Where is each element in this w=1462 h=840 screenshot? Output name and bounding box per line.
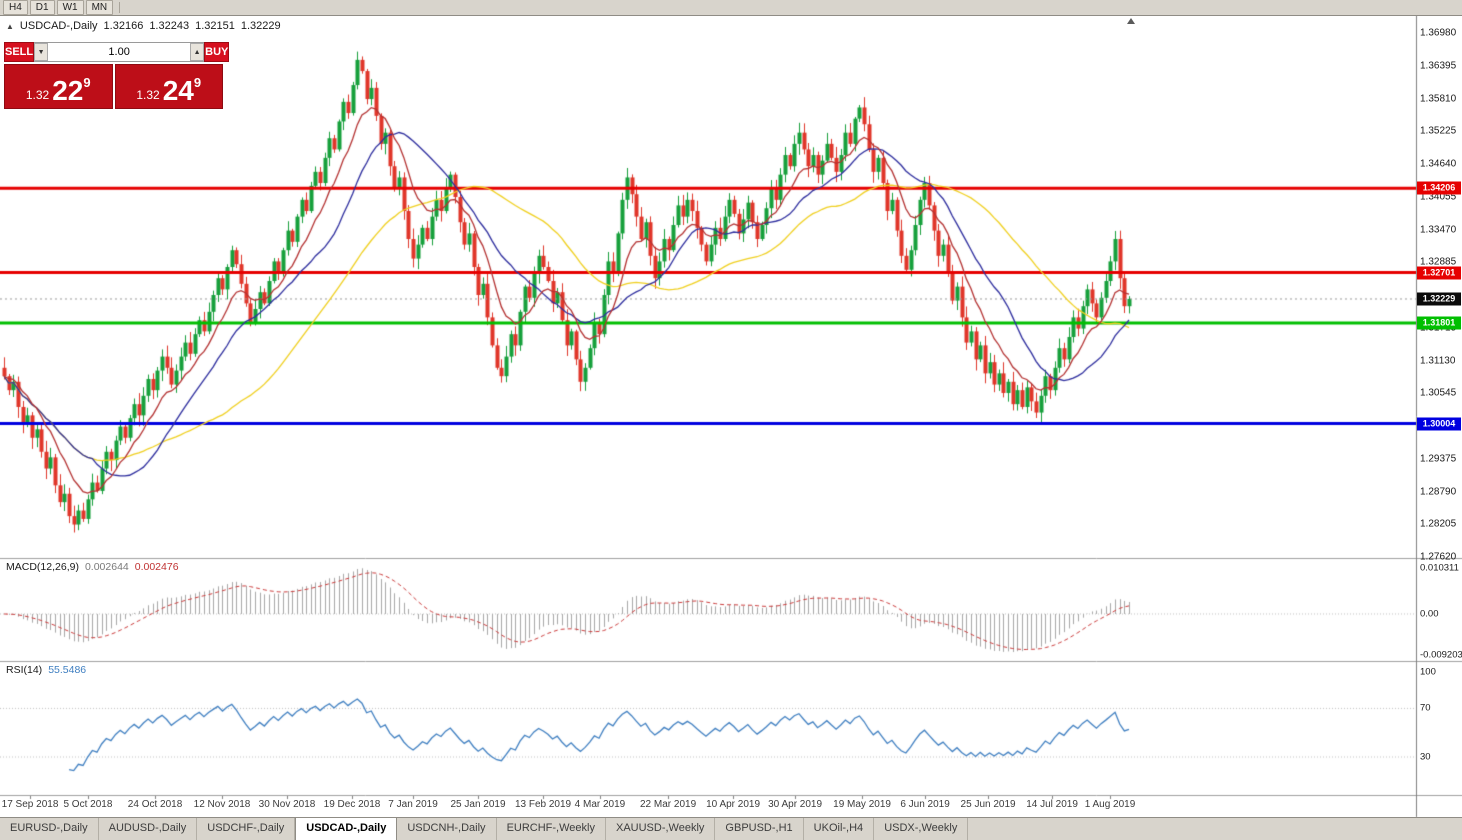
rsi-axis-label: 70 [1420, 702, 1431, 714]
chart-ohlc-header: ▲ USDCAD-,Daily 1.32166 1.32243 1.32151 1.322… [6, 20, 287, 32]
date-label: 24 Oct 2018 [127, 799, 183, 810]
rsi-name: RSI(14) [6, 664, 43, 676]
price-tick: 1.28790 [1420, 486, 1457, 497]
one-click-toggle-icon[interactable]: ▲ [6, 22, 14, 31]
top-toolbar: H4 D1 W1 MN [0, 0, 1462, 16]
symbol-tab-bar: EURUSD-,Daily AUDUSD-,Daily USDCHF-,Daily U… [0, 817, 1462, 840]
date-label: 22 Mar 2019 [639, 799, 697, 810]
sell-price-prefix: 1.32 [25, 88, 50, 102]
symbol-tab-usdcad[interactable]: USDCAD-,Daily [295, 818, 398, 840]
symbol-tab-usdcnh[interactable]: USDCNH-,Daily [397, 818, 497, 840]
volume-decrease-button[interactable]: ▼ [34, 43, 49, 61]
symbol-tab-gbpusd[interactable]: GBPUSD-,H1 [715, 818, 804, 840]
price-tick: 1.34055 [1420, 191, 1457, 203]
rsi-indicator-label: RSI(14) 55.5486 [6, 664, 92, 676]
symbol-tab-eurchf[interactable]: EURCHF-,Weekly [497, 818, 606, 840]
date-label: 12 Nov 2018 [193, 799, 251, 810]
price-tick: 1.27620 [1420, 551, 1457, 563]
date-label: 19 May 2019 [833, 799, 891, 810]
symbol-tab-xauusd[interactable]: XAUUSD-,Weekly [606, 818, 716, 840]
macd-indicator-label: MACD(12,26,9) 0.002644 0.002476 [6, 561, 185, 573]
rsi-axis-label: 100 [1420, 666, 1436, 678]
date-label: 17 Sep 2018 [1, 799, 59, 810]
buy-price-prefix: 1.32 [136, 88, 160, 102]
date-label: 6 Jun 2019 [900, 799, 950, 810]
one-click-trading-panel: SELL ▼ ▲ BUY 1.32 22 9 1.32 24 9 [4, 42, 230, 109]
date-label: 7 Jan 2019 [388, 799, 438, 810]
price-tick: 1.30545 [1420, 387, 1457, 399]
macd-axis-label: 0.00 [1420, 608, 1439, 620]
price-tick: 1.35225 [1420, 125, 1457, 137]
buy-price-display[interactable]: 1.32 24 9 [114, 64, 223, 109]
sell-price-display[interactable]: 1.32 22 9 [4, 64, 113, 109]
level-price-box: 1.30004 [1417, 417, 1461, 431]
macd-axis-label: -0.009203 [1420, 649, 1462, 661]
symbol-name: USDCAD-,Daily [19, 20, 98, 32]
price-tick: 1.29375 [1420, 453, 1457, 465]
date-label: 1 Aug 2019 [1084, 799, 1136, 810]
level-price-box: 1.31801 [1417, 316, 1461, 330]
macd-axis-label: 0.010311 [1420, 562, 1459, 574]
price-tick: 1.36395 [1420, 60, 1457, 72]
price-tick: 1.28205 [1420, 518, 1457, 530]
date-label: 13 Feb 2019 [514, 799, 572, 810]
timeframe-button-mn[interactable]: MN [85, 0, 114, 15]
date-label: 10 Apr 2019 [706, 799, 761, 810]
level-price-box: 1.32701 [1417, 266, 1461, 280]
symbol-tab-audusd[interactable]: AUDUSD-,Daily [99, 818, 198, 840]
macd-name: MACD(12,26,9) [6, 561, 79, 573]
current-price-box: 1.32229 [1417, 292, 1461, 306]
price-tick: 1.31130 [1420, 355, 1456, 366]
buy-price-main: 24 [162, 75, 194, 107]
timeframe-button-d1[interactable]: D1 [29, 0, 55, 15]
macd-main-value: 0.002644 [84, 561, 129, 573]
toolbar-separator [119, 2, 121, 13]
ohlc-open: 1.32166 [103, 20, 144, 32]
date-label: 30 Nov 2018 [258, 799, 316, 810]
buy-button[interactable]: BUY [204, 42, 230, 62]
date-label: 25 Jun 2019 [960, 799, 1016, 810]
level-price-box: 1.34206 [1417, 181, 1461, 195]
chart-shift-marker-icon [1127, 18, 1135, 24]
ohlc-low: 1.32151 [195, 20, 235, 32]
date-label: 4 Mar 2019 [574, 799, 626, 810]
volume-input[interactable] [48, 43, 191, 61]
price-tick: 1.33470 [1420, 224, 1457, 235]
sell-price-main: 22 [52, 75, 84, 107]
sell-price-pip: 9 [83, 75, 91, 90]
date-label: 14 Jul 2019 [1026, 799, 1078, 810]
date-label: 25 Jan 2019 [450, 799, 506, 810]
rsi-value: 55.5486 [48, 664, 87, 676]
buy-price-pip: 9 [193, 75, 202, 90]
price-tick: 1.32885 [1420, 256, 1457, 268]
sell-button[interactable]: SELL [4, 42, 35, 62]
symbol-tab-usdx[interactable]: USDX-,Weekly [874, 818, 969, 840]
rsi-axis-label: 30 [1420, 751, 1431, 763]
price-tick: 1.34640 [1420, 158, 1457, 170]
symbol-tab-usdchf[interactable]: USDCHF-,Daily [197, 818, 296, 840]
date-label: 19 Dec 2018 [323, 799, 381, 810]
ohlc-high: 1.32243 [149, 20, 190, 32]
price-tick: 1.35810 [1420, 93, 1457, 104]
price-tick: 1.36980 [1420, 27, 1457, 39]
volume-increase-button[interactable]: ▲ [190, 43, 205, 61]
timeframe-button-w1[interactable]: W1 [56, 0, 84, 15]
timeframe-buttons: H4 D1 W1 MN [3, 0, 115, 15]
macd-signal-value: 0.002476 [134, 561, 179, 573]
timeframe-button-h4[interactable]: H4 [3, 0, 28, 15]
date-label: 5 Oct 2018 [63, 799, 113, 810]
volume-spinner: ▼ ▲ [34, 42, 205, 62]
date-label: 30 Apr 2019 [768, 799, 823, 810]
ohlc-close: 1.32229 [240, 20, 281, 32]
symbol-tab-ukoil[interactable]: UKOil-,H4 [804, 818, 875, 840]
symbol-tab-eurusd[interactable]: EURUSD-,Daily [0, 818, 99, 840]
